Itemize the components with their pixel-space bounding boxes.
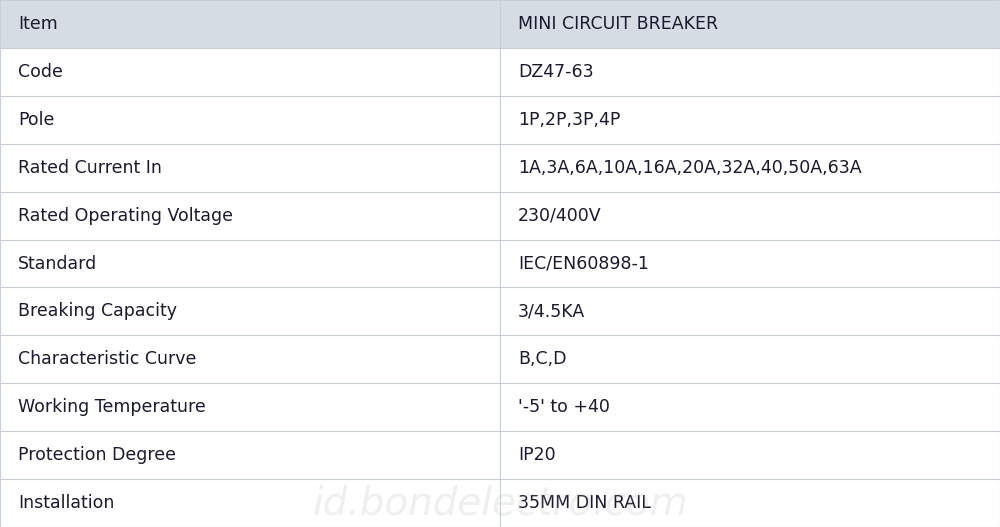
Text: 1P,2P,3P,4P: 1P,2P,3P,4P (518, 111, 620, 129)
Text: Standard: Standard (18, 255, 97, 272)
Text: Breaking Capacity: Breaking Capacity (18, 302, 177, 320)
Text: '-5' to +40: '-5' to +40 (518, 398, 610, 416)
Bar (500, 48, 1000, 96)
Bar (0, 192, 500, 240)
Bar (0, 335, 500, 383)
Bar (500, 287, 1000, 335)
Bar (0, 96, 500, 144)
Bar (0, 287, 500, 335)
Text: 1A,3A,6A,10A,16A,20A,32A,40,50A,63A: 1A,3A,6A,10A,16A,20A,32A,40,50A,63A (518, 159, 862, 177)
Bar (0, 479, 500, 527)
Text: Protection Degree: Protection Degree (18, 446, 176, 464)
Bar (500, 0, 1000, 48)
Bar (0, 383, 500, 431)
Bar (0, 431, 500, 479)
Bar (500, 383, 1000, 431)
Bar (500, 431, 1000, 479)
Text: 3/4.5KA: 3/4.5KA (518, 302, 585, 320)
Bar (500, 192, 1000, 240)
Text: Characteristic Curve: Characteristic Curve (18, 350, 196, 368)
Text: IP20: IP20 (518, 446, 556, 464)
Text: 35MM DIN RAIL: 35MM DIN RAIL (518, 494, 651, 512)
Text: Rated Operating Voltage: Rated Operating Voltage (18, 207, 233, 225)
Bar (0, 144, 500, 192)
Text: DZ47-63: DZ47-63 (518, 63, 594, 81)
Text: B,C,D: B,C,D (518, 350, 566, 368)
Bar (0, 0, 500, 48)
Text: 230/400V: 230/400V (518, 207, 602, 225)
Bar (0, 48, 500, 96)
Text: Working Temperature: Working Temperature (18, 398, 206, 416)
Text: IEC/EN60898-1: IEC/EN60898-1 (518, 255, 649, 272)
Text: Rated Current In: Rated Current In (18, 159, 162, 177)
Bar (500, 479, 1000, 527)
Text: Pole: Pole (18, 111, 54, 129)
Bar (500, 240, 1000, 287)
Bar (500, 335, 1000, 383)
Text: MINI CIRCUIT BREAKER: MINI CIRCUIT BREAKER (518, 15, 718, 33)
Bar (500, 96, 1000, 144)
Text: Item: Item (18, 15, 58, 33)
Text: id.bondelectro.com: id.bondelectro.com (312, 484, 688, 522)
Text: Installation: Installation (18, 494, 114, 512)
Bar (500, 144, 1000, 192)
Bar (0, 240, 500, 287)
Text: Code: Code (18, 63, 63, 81)
